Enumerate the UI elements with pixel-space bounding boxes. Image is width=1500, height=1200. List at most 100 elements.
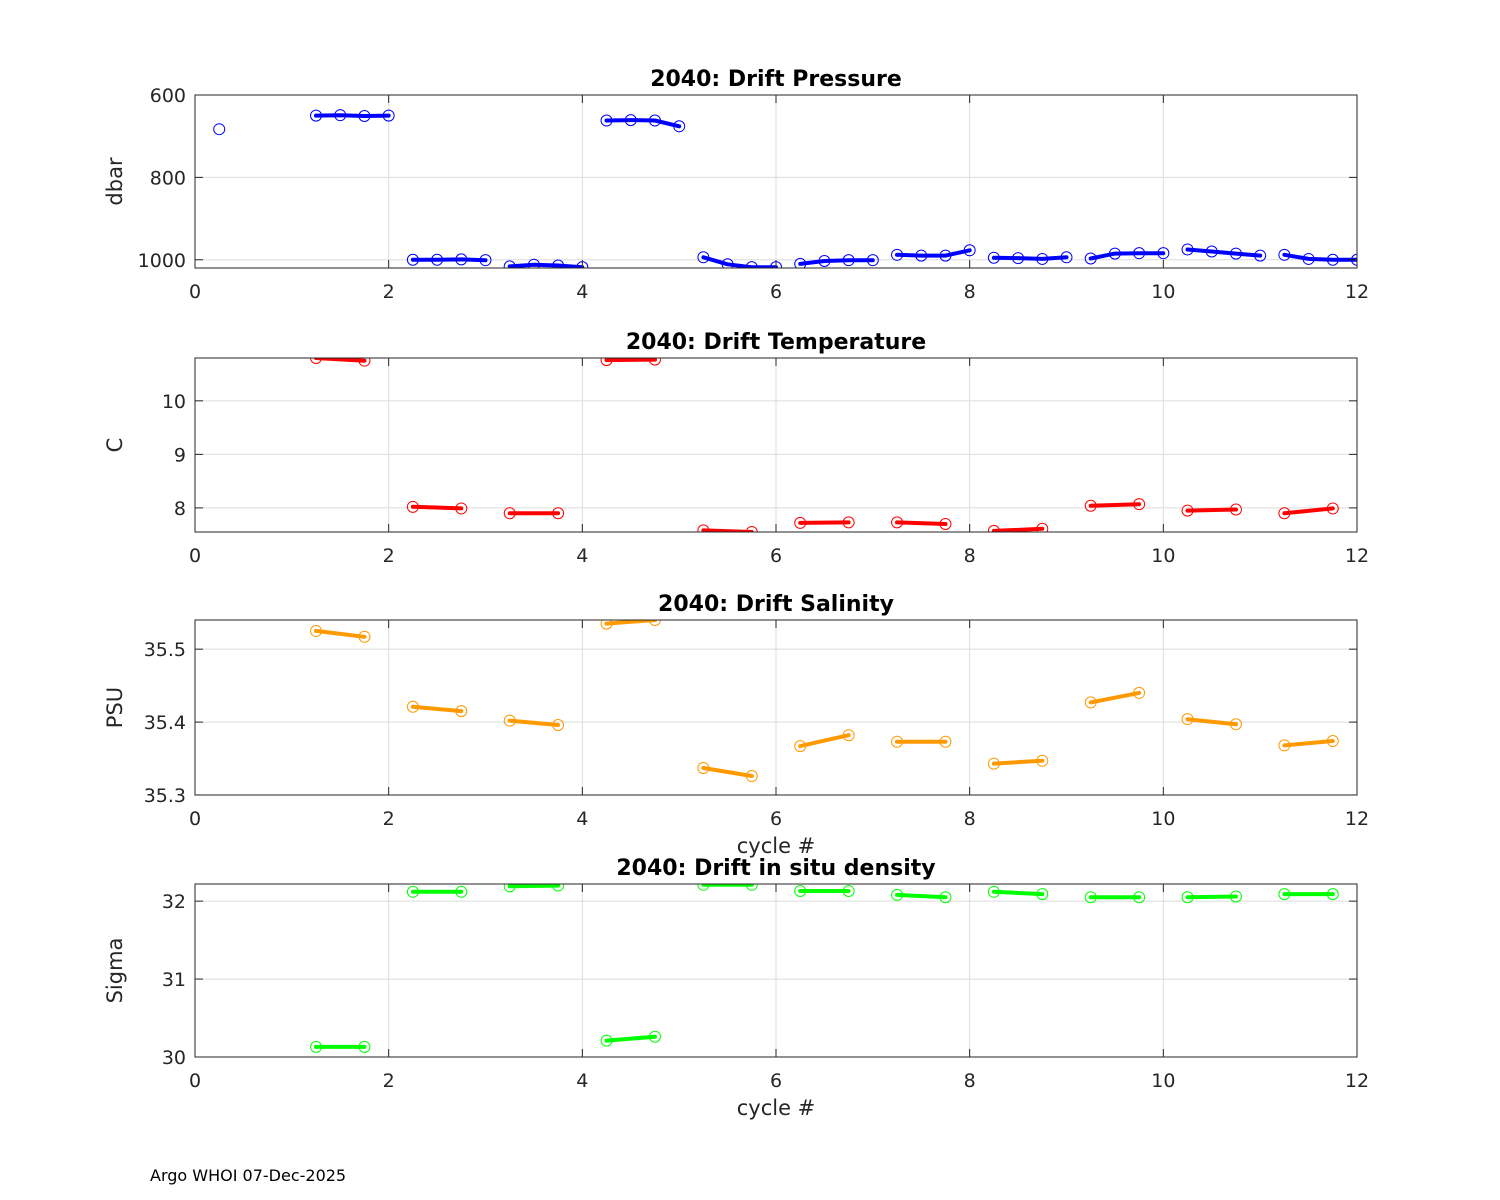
series-line [991, 255, 1069, 261]
data-point [939, 735, 952, 748]
data-point [1254, 249, 1267, 262]
y-tick-label: 35.4 [144, 712, 186, 734]
series-line [798, 258, 875, 266]
series-line [604, 620, 657, 626]
data-point [987, 757, 1000, 770]
series-line [798, 520, 851, 525]
data-point [939, 517, 952, 530]
x-tick-label: 6 [770, 808, 782, 830]
series-line [604, 358, 657, 363]
data-point [1012, 252, 1025, 265]
data-point [1326, 502, 1339, 515]
x-tick-label: 2 [383, 281, 395, 303]
data-point [697, 524, 710, 532]
chart-title: 2040: Drift in situ density [616, 856, 935, 881]
data-point [552, 719, 565, 731]
series-line [991, 526, 1045, 532]
data-point [1205, 245, 1218, 258]
data-point [1108, 247, 1121, 260]
data-point [1229, 718, 1242, 731]
data-point [794, 740, 807, 753]
series-line [991, 889, 1045, 897]
data-point [697, 884, 710, 891]
data-point [406, 885, 419, 898]
data-point [866, 254, 879, 267]
data-point [552, 259, 565, 268]
y-tick-label: 31 [162, 969, 186, 991]
data-point [552, 507, 565, 520]
x-tick-label: 0 [189, 545, 201, 567]
x-tick-label: 2 [383, 1070, 395, 1092]
data-point [503, 507, 516, 520]
x-tick-label: 12 [1345, 281, 1369, 303]
data-point [382, 109, 395, 122]
data-point [406, 253, 419, 266]
x-tick-label: 8 [964, 545, 976, 567]
data-point [1181, 243, 1194, 256]
data-point [842, 885, 855, 898]
series-line [507, 262, 585, 268]
data-point [1302, 252, 1315, 265]
series-line [314, 628, 367, 639]
data-point [406, 700, 419, 713]
data-point [1229, 247, 1242, 260]
series-line [507, 718, 561, 727]
data-point [1036, 252, 1049, 265]
data-point [648, 1030, 661, 1043]
data-point [358, 110, 371, 123]
data-point [1133, 247, 1146, 260]
y-tick-label: 9 [174, 444, 186, 466]
x-tick-label: 10 [1151, 545, 1175, 567]
data-point [503, 260, 516, 268]
data-group [310, 620, 1339, 783]
series-line [895, 520, 948, 526]
series-line [410, 704, 464, 714]
data-point [648, 358, 661, 366]
x-axis-label: cycle # [737, 1096, 816, 1120]
data-point [697, 251, 710, 264]
data-point [503, 714, 516, 727]
series-line [1185, 247, 1263, 258]
data-point [745, 526, 758, 532]
data-point [1181, 713, 1194, 726]
subplot-4: 0 2 4 6 8 10 12 30 31 32 2040: Drift in situ densi… [103, 856, 1369, 1120]
data-point [358, 630, 371, 643]
data-point [794, 516, 807, 529]
data-point [527, 258, 540, 268]
x-tick-label: 4 [576, 808, 588, 830]
data-point [697, 762, 710, 775]
x-tick-label: 6 [770, 545, 782, 567]
x-tick-label: 12 [1345, 1070, 1369, 1092]
data-point [310, 1040, 323, 1053]
data-point [648, 114, 661, 127]
data-point [891, 516, 904, 529]
data-point [794, 257, 807, 268]
data-point [794, 885, 807, 898]
series-line [1282, 739, 1335, 748]
series-line [604, 1034, 657, 1043]
series-line [604, 118, 682, 129]
x-tick-label: 4 [576, 545, 588, 567]
data-point [939, 891, 952, 904]
y-tick-label: 35.3 [144, 785, 186, 807]
data-group [310, 884, 1339, 1053]
y-tick-label: 600 [150, 85, 186, 107]
data-point [503, 884, 516, 893]
x-tick-label: 6 [770, 281, 782, 303]
data-point [358, 1040, 371, 1053]
data-point [310, 109, 323, 122]
data-point [406, 500, 419, 513]
x-tick-label: 12 [1345, 808, 1369, 830]
series-line [1185, 507, 1238, 513]
data-point [1133, 891, 1146, 904]
data-point [1326, 888, 1339, 901]
data-point [745, 770, 758, 783]
data-point [600, 114, 613, 127]
series-line [1088, 690, 1142, 705]
data-point [1036, 522, 1049, 532]
data-point [745, 884, 758, 891]
y-axis-label: Sigma [103, 938, 127, 1004]
data-point [939, 249, 952, 262]
data-point [334, 109, 347, 122]
